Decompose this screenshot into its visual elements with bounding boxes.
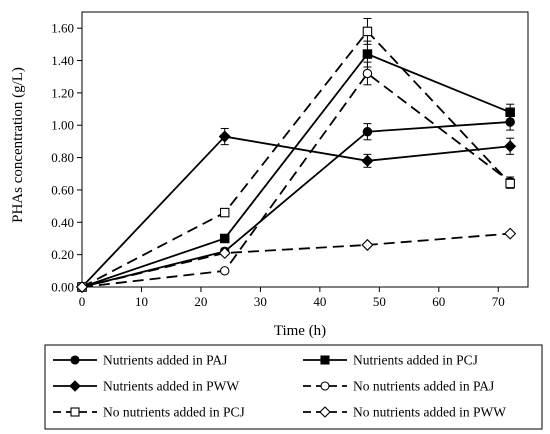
data-point xyxy=(362,26,373,37)
y-tick-label: 0.40 xyxy=(51,215,74,230)
data-point xyxy=(505,178,515,189)
data-point xyxy=(320,355,330,365)
y-tick-label: 0.00 xyxy=(51,280,74,295)
data-point xyxy=(70,355,80,365)
series-line xyxy=(81,135,511,288)
series-3 xyxy=(75,127,517,294)
legend-label: No nutrients added in PAJ xyxy=(353,379,494,394)
y-axis-title: PHAs concentration (g/L) xyxy=(10,67,26,223)
series-line xyxy=(81,52,511,288)
data-point xyxy=(75,280,89,294)
legend-label: Nutrients added in PWW xyxy=(103,379,239,394)
x-axis-title: Time (h) xyxy=(274,323,326,339)
plot-frame xyxy=(81,11,529,288)
x-tick-label: 70 xyxy=(492,294,505,309)
data-point xyxy=(320,381,330,391)
x-tick-label: 60 xyxy=(432,294,445,309)
legend-item: Nutrients added in PAJ xyxy=(53,353,227,368)
legend-label: No nutrients added in PWW xyxy=(353,405,506,420)
data-point xyxy=(362,68,373,79)
legend-label: No nutrients added in PCJ xyxy=(103,405,245,420)
x-tick-label: 20 xyxy=(194,294,207,309)
x-tick-label: 50 xyxy=(373,294,386,309)
data-point xyxy=(69,380,81,392)
series-1 xyxy=(77,113,515,292)
series-line xyxy=(81,232,511,288)
legend-item: No nutrients added in PCJ xyxy=(53,405,245,420)
x-tick-label: 40 xyxy=(313,294,326,309)
y-tick-label: 1.20 xyxy=(51,85,74,100)
legend-label: Nutrients added in PAJ xyxy=(103,353,227,368)
y-tick-label: 1.00 xyxy=(51,118,74,133)
x-tick-label: 10 xyxy=(135,294,148,309)
data-point xyxy=(505,107,515,118)
data-point xyxy=(219,207,230,218)
data-point xyxy=(219,233,230,244)
series-5 xyxy=(77,17,515,292)
series-line xyxy=(81,72,511,288)
series-6 xyxy=(75,227,517,294)
data-point xyxy=(218,247,231,260)
data-point xyxy=(218,130,231,143)
series-4 xyxy=(77,61,515,292)
y-tick-label: 1.40 xyxy=(51,53,74,68)
data-point xyxy=(504,227,517,240)
data-point xyxy=(504,140,517,153)
x-tick-label: 30 xyxy=(254,294,267,309)
data-point xyxy=(362,126,373,137)
data-point xyxy=(362,49,373,59)
legend-label: Nutrients added in PCJ xyxy=(353,353,478,368)
legend: Nutrients added in PAJ Nutrients added in… xyxy=(44,344,543,430)
data-point xyxy=(361,238,374,251)
y-tick-label: 0.60 xyxy=(51,182,74,197)
data-point xyxy=(361,154,374,167)
y-tick-label: 1.60 xyxy=(51,21,74,36)
legend-item: No nutrients added in PWW xyxy=(303,405,506,420)
legend-item: Nutrients added in PWW xyxy=(53,379,239,394)
data-point xyxy=(219,266,230,276)
legend-box xyxy=(44,344,543,430)
data-point xyxy=(319,406,331,418)
y-tick-label: 0.80 xyxy=(51,150,74,165)
y-tick-label: 0.20 xyxy=(51,247,74,262)
series-2 xyxy=(77,40,515,292)
legend-item: No nutrients added in PAJ xyxy=(303,379,494,394)
series-line xyxy=(81,30,511,288)
data-point xyxy=(70,407,80,417)
x-tick-label: 0 xyxy=(79,294,86,309)
plot-area: 0 10 20 30 40 50 60 70 0.00 0.20 0.40 0.60 0.80 1.00 1… xyxy=(51,11,529,309)
legend-item: Nutrients added in PCJ xyxy=(303,353,478,368)
